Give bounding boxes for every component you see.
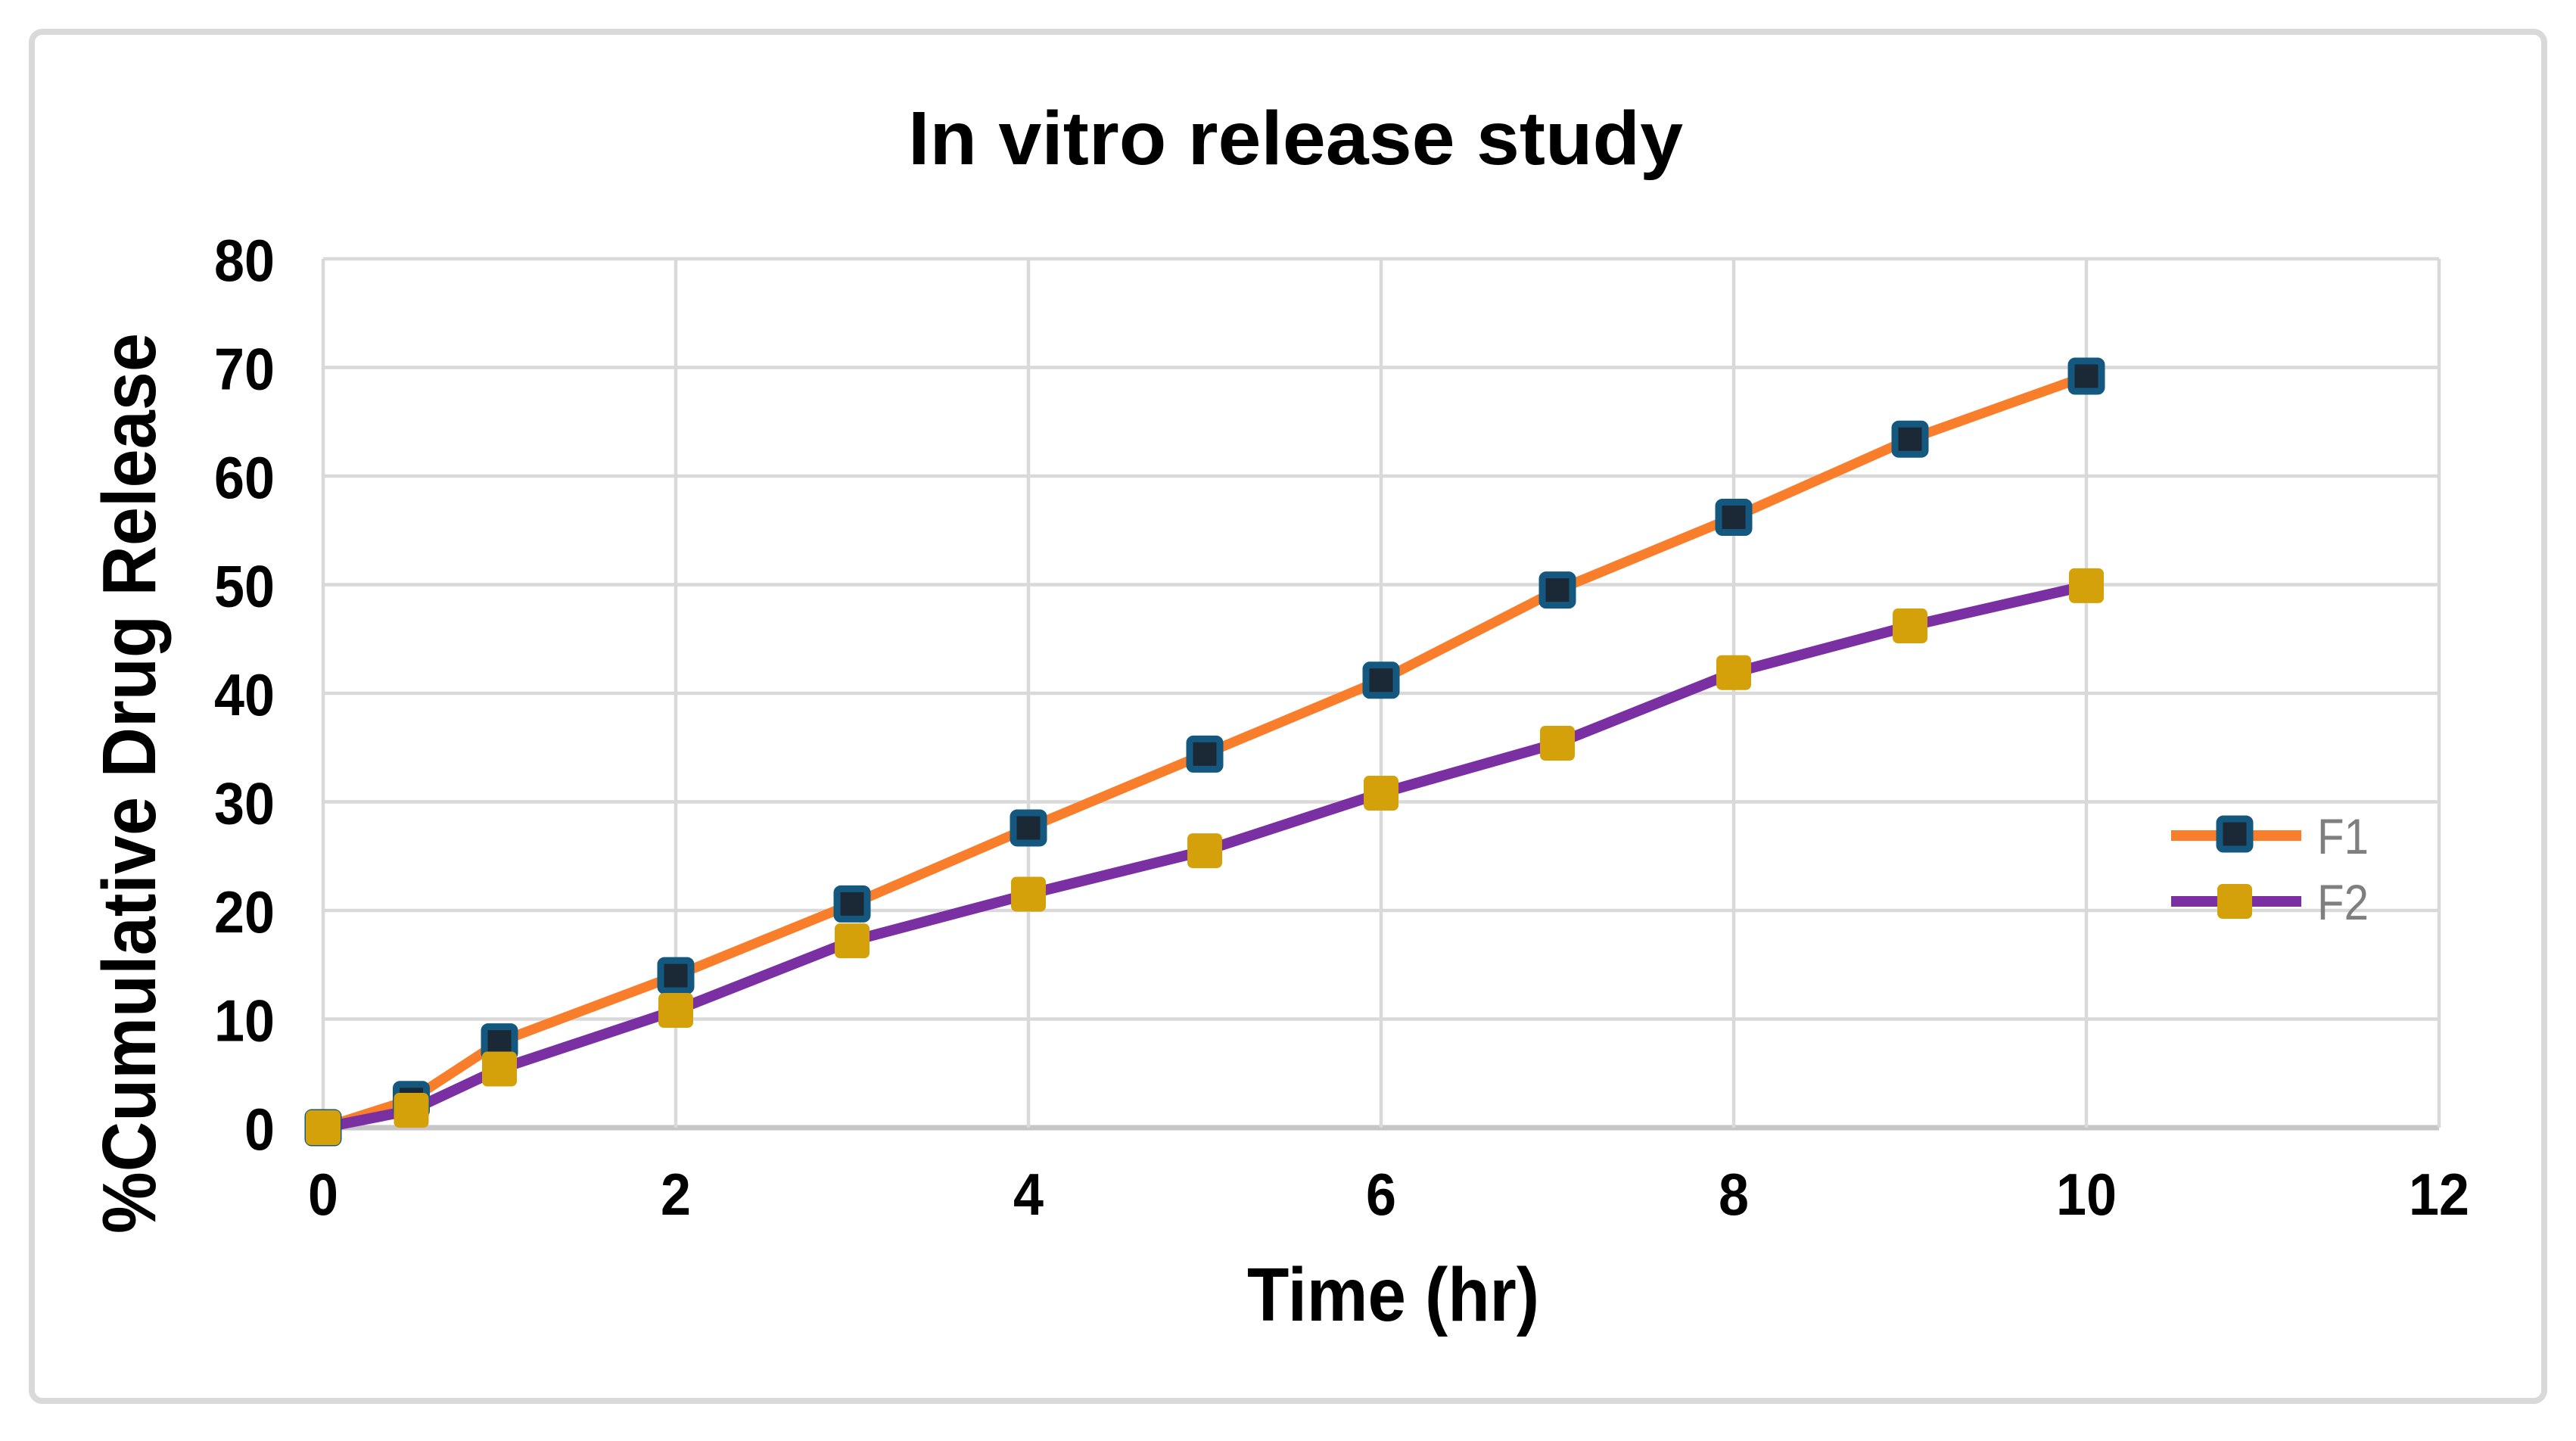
y-tick-label: 20 [214,879,275,945]
x-tick-label: 6 [1366,1161,1396,1228]
marker-f1 [1186,735,1224,773]
x-axis-title: Time (hr) [1247,1253,1539,1337]
y-tick-label: 40 [214,661,275,728]
y-tick-label: 0 [244,1096,275,1162]
x-tick-label: 10 [2056,1161,2117,1228]
marker-f2 [835,923,870,959]
marker-f2 [1540,726,1575,761]
marker-f1 [1715,499,1753,537]
legend-item-f1: F1 [2171,808,2369,864]
chart-border [29,29,2547,1404]
marker-f1 [2067,357,2105,395]
legend-marker-f2-icon [2217,884,2252,919]
legend-label-f1: F1 [2317,808,2369,864]
marker-f1 [1362,661,1400,699]
marker-f2 [1364,776,1398,811]
marker-f1 [833,885,871,923]
y-axis-tick-labels: 0 10 20 30 40 50 60 70 80 [214,227,275,1162]
x-tick-label: 2 [661,1161,691,1228]
legend-marker-f1-icon [2216,815,2254,853]
marker-f1 [1891,420,1929,458]
marker-f2 [394,1093,429,1128]
y-tick-label: 50 [214,553,275,620]
marker-f2 [1011,876,1046,912]
marker-f1 [1010,809,1047,847]
y-tick-label: 60 [214,444,275,511]
x-axis-tick-labels: 0 2 4 6 8 10 12 [308,1161,2469,1228]
y-tick-label: 10 [214,988,275,1054]
legend: F1 F2 [2171,808,2369,930]
marker-f2 [2069,568,2104,603]
marker-f2 [658,993,693,1029]
x-tick-label: 0 [308,1161,338,1228]
marker-f1 [657,957,695,994]
x-tick-label: 8 [1719,1161,1749,1228]
chart-title: In vitro release study [908,96,1683,181]
legend-label-f2: F2 [2317,874,2369,930]
marker-f2 [1893,608,1927,644]
marker-f2 [1716,655,1751,690]
marker-f2 [482,1051,517,1087]
marker-f1 [1538,571,1576,609]
x-tick-label: 4 [1013,1161,1044,1228]
series-markers [304,357,2105,1147]
y-axis-title: %Cumulative Drug Release [87,333,172,1234]
legend-item-f2: F2 [2171,874,2369,930]
marker-f2 [1187,833,1222,869]
y-tick-label: 70 [214,336,275,403]
y-tick-label: 80 [214,227,275,294]
marker-f2 [306,1110,341,1145]
y-tick-label: 30 [214,770,275,837]
x-tick-label: 12 [2409,1161,2469,1228]
